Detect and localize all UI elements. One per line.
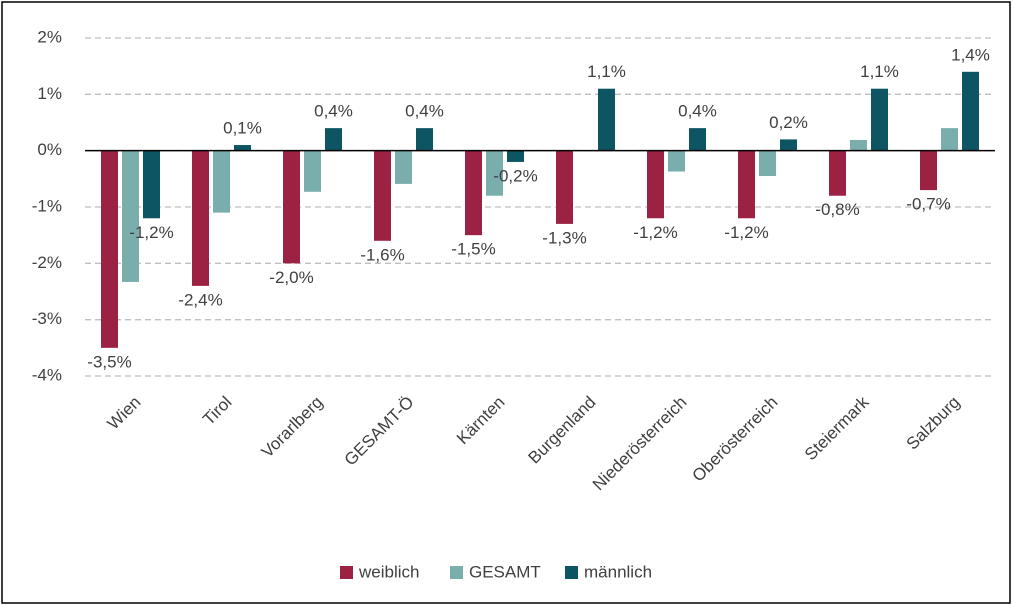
bar [465,150,482,236]
bar [920,150,937,191]
legend-label: weiblich [358,562,419,581]
data-label: -0,7% [906,195,950,214]
bar [780,139,797,151]
data-label: -1,2% [129,223,173,242]
bar [647,150,664,219]
data-label: 0,4% [314,102,353,121]
y-tick-label: -4% [32,365,62,384]
y-tick-label: 2% [37,27,62,46]
data-label: -1,2% [633,223,677,242]
data-label: 1,4% [951,45,990,64]
bar [143,150,160,219]
bar [325,128,342,151]
data-label: -1,3% [542,228,586,247]
bar [213,150,230,213]
data-label: 1,1% [587,62,626,81]
bar [234,145,251,151]
bar [962,71,979,151]
bar [192,150,209,286]
data-label: 0,2% [769,113,808,132]
data-label: -2,4% [178,290,222,309]
legend-swatch [340,566,353,579]
bar [507,150,524,162]
legend-label: männlich [584,562,652,581]
bar [598,88,615,151]
data-label: -1,5% [451,240,495,259]
bar [122,150,139,282]
legend-label: GESAMT [469,562,541,581]
y-tick-label: 1% [37,84,62,103]
data-label: -0,8% [815,200,859,219]
y-tick-label: -2% [32,253,62,272]
bar [486,150,503,196]
bar [374,150,391,241]
data-label: -1,6% [360,245,404,264]
bar [759,150,776,177]
bar [416,128,433,151]
bar [941,128,958,151]
bar [871,88,888,151]
data-label: -1,2% [724,223,768,242]
y-tick-label: -3% [32,309,62,328]
data-label: 0,4% [678,102,717,121]
y-tick-label: -1% [32,196,62,215]
legend-swatch [450,566,463,579]
bar [850,139,867,151]
data-label: -2,0% [269,268,313,287]
data-label: 0,4% [405,102,444,121]
bar [395,150,412,184]
bar [283,150,300,264]
bar [829,150,846,196]
bar [304,150,321,192]
data-label: 0,1% [223,119,262,138]
bar [556,150,573,224]
bar [738,150,755,219]
data-label: -0,2% [493,166,537,185]
data-label: 1,1% [860,62,899,81]
bar [101,150,118,348]
legend-swatch [565,566,578,579]
bar [668,150,685,172]
data-label: -3,5% [87,352,131,371]
y-tick-label: 0% [37,140,62,159]
bar [689,128,706,151]
